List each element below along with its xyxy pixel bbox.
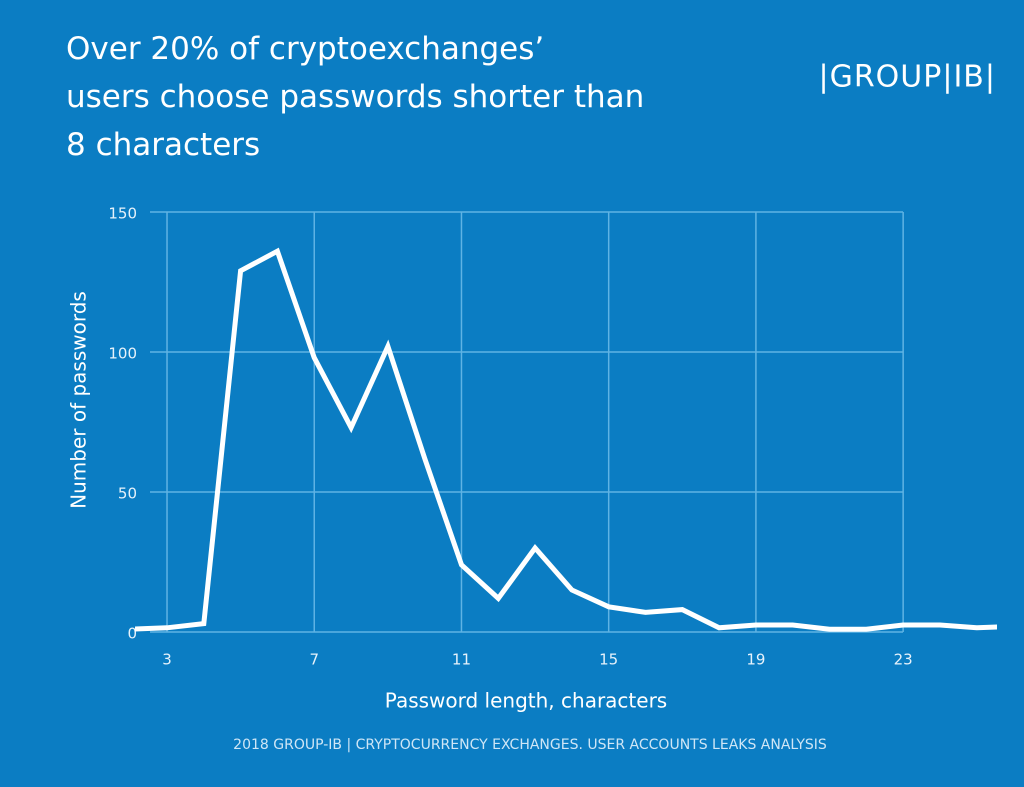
- x-tick-label: 11: [452, 651, 471, 669]
- x-tick-label: 7: [309, 651, 319, 669]
- x-axis-label: Password length, characters: [385, 689, 667, 713]
- logo: |GROUP|IB|: [818, 60, 996, 95]
- x-tick-label: 3: [162, 651, 172, 669]
- y-tick-label: 50: [118, 485, 137, 503]
- y-axis-label: Number of passwords: [67, 291, 91, 509]
- y-tick-label: 100: [108, 345, 137, 363]
- title-line: users choose passwords shorter than: [66, 79, 644, 115]
- title-line: 8 characters: [66, 127, 260, 163]
- x-tick-label: 19: [746, 651, 765, 669]
- x-tick-label: 15: [599, 651, 618, 669]
- footer: 2018 GROUP-IB | CRYPTOCURRENCY EXCHANGES…: [233, 737, 827, 753]
- title-line: Over 20% of cryptoexchanges’: [66, 31, 544, 67]
- y-tick-label: 0: [127, 625, 137, 643]
- x-tick-label: 23: [894, 651, 913, 669]
- chart-title: Over 20% of cryptoexchanges’ users choos…: [66, 31, 654, 163]
- y-tick-label: 150: [108, 205, 137, 223]
- data-line: [135, 247, 997, 632]
